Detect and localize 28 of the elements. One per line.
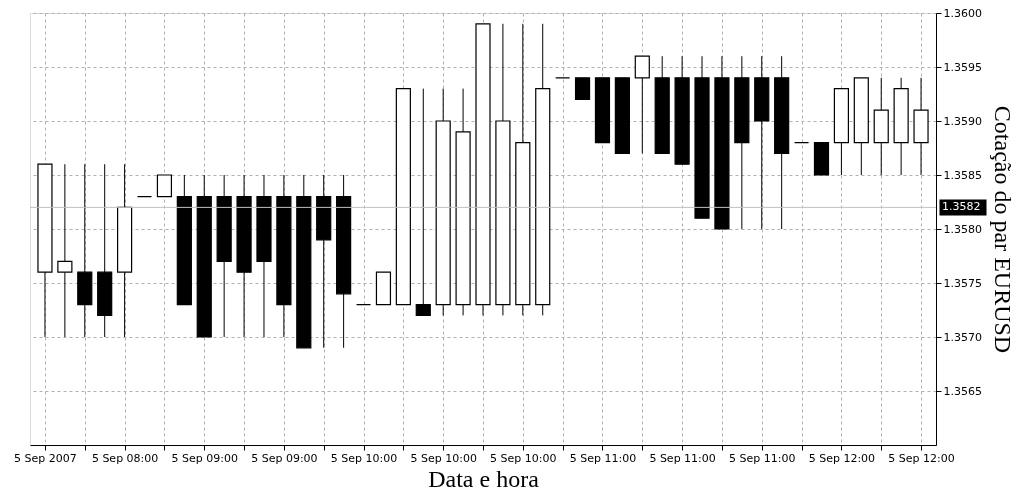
x-tick-label: 5 Sep 11:00	[569, 451, 637, 465]
x-tick-label: 5 Sep 09:00	[251, 451, 318, 465]
x-tick-label: 5 Sep 10:00	[330, 451, 398, 465]
x-tick-label: 5 Sep 12:00	[888, 451, 955, 465]
x-tick-label: 5 Sep 11:00	[649, 451, 716, 465]
x-tick-label: 5 Sep 08:00	[91, 451, 159, 465]
x-tick-label: 5 Sep 2007	[14, 451, 77, 465]
candlestick	[156, 174, 173, 198]
x-tick-label: 5 Sep 11:00	[729, 451, 796, 465]
y-tick-label: 1.3580	[943, 222, 982, 236]
candlestick	[57, 163, 73, 338]
x-tick-label: 5 Sep 12:00	[808, 451, 876, 465]
y-axis-title: Cotação do par EURUSD	[989, 105, 1016, 354]
x-tick-label: 5 Sep 09:00	[171, 451, 238, 465]
y-tick-label: 1.3585	[943, 168, 982, 182]
y-tick-label: 1.3570	[943, 330, 982, 344]
candlestick	[415, 88, 431, 316]
candlestick	[634, 55, 650, 154]
candlestick	[574, 77, 591, 100]
x-tick-label: 5 Sep 10:00	[490, 451, 557, 465]
x-tick-label: 5 Sep 10:00	[410, 451, 477, 465]
y-tick-label: 1.3565	[943, 384, 982, 398]
x-axis-title: Data e hora	[428, 465, 540, 492]
y-tick-label: 1.3600	[943, 6, 982, 20]
y-tick-label: 1.3575	[943, 276, 982, 290]
ref-line-label: 1.3582	[942, 200, 981, 214]
y-tick-label: 1.3595	[943, 60, 982, 74]
y-tick-label: 1.3590	[943, 114, 982, 128]
